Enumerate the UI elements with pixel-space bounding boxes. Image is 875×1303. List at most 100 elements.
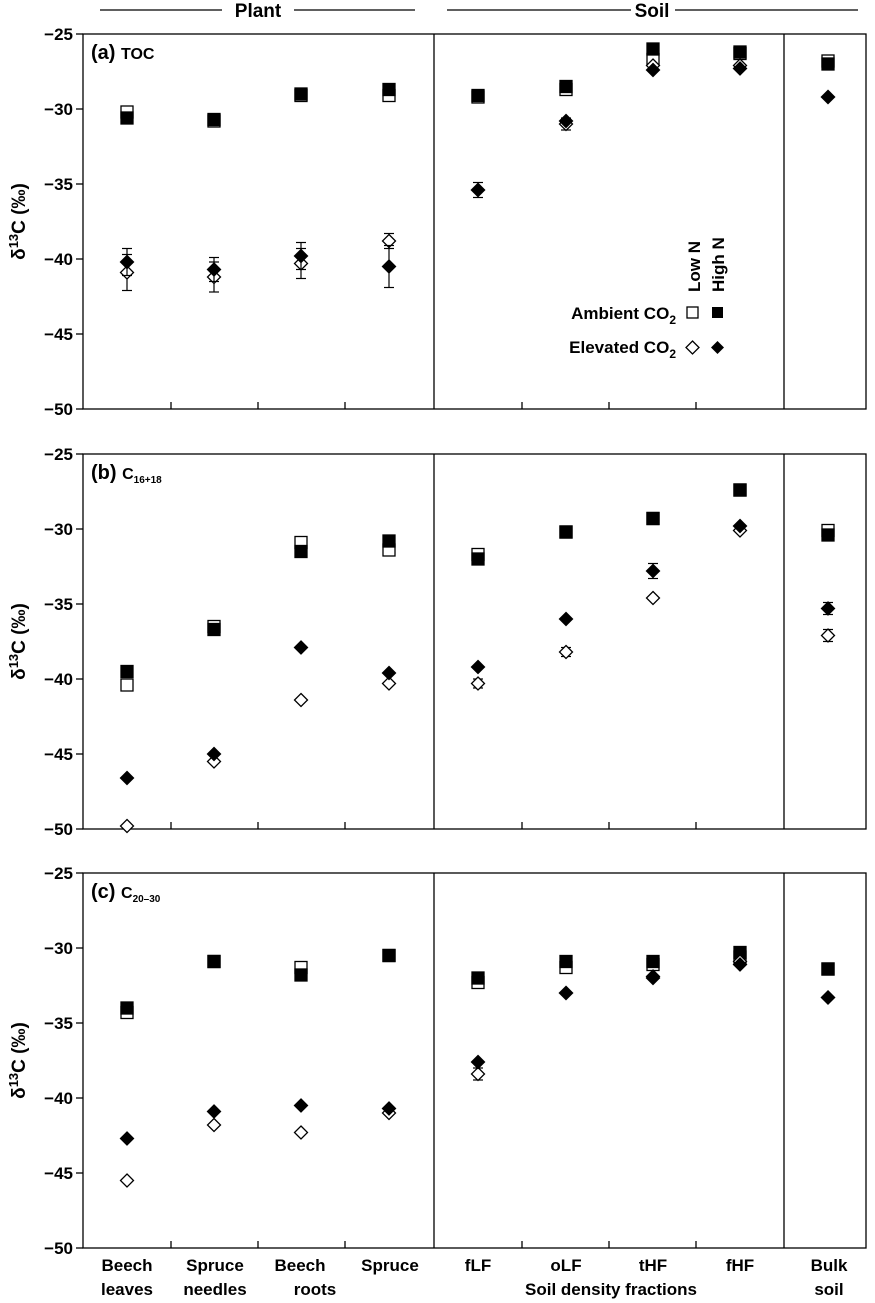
- y-tick-label: −25: [44, 864, 73, 883]
- filled-diamond-point: [732, 518, 748, 534]
- filled-diamond-point: [820, 89, 836, 105]
- open-diamond-point: [558, 644, 574, 660]
- y-tick-label: −45: [44, 1164, 73, 1183]
- y-tick-label: −35: [44, 595, 73, 614]
- filled-square-point: [120, 664, 134, 679]
- legend-col-high-n: High N: [709, 237, 728, 292]
- filled-diamond-point: [470, 182, 486, 198]
- legend: Low N High N Ambient CO2 Elevated CO2: [569, 237, 728, 361]
- x-label-soil-density-fractions: Soil density fractions: [525, 1280, 697, 1299]
- filled-square-point: [382, 534, 396, 548]
- open-diamond-point: [293, 692, 309, 708]
- filled-diamond-point: [381, 1101, 397, 1116]
- filled-diamond-point: [206, 262, 222, 277]
- panel-a: −25 −30 −35 −40 −45 −50 δ13C (‰) (a) TOC: [6, 25, 867, 419]
- y-tick-label: −50: [44, 1239, 73, 1258]
- filled-diamond-point: [732, 957, 748, 972]
- y-tick-label: −35: [44, 175, 73, 194]
- legend-filled-diamond-marker: [711, 341, 724, 354]
- open-diamond-point: [206, 1117, 222, 1133]
- filled-diamond-point: [119, 1131, 135, 1146]
- filled-square-point: [646, 42, 660, 56]
- filled-square-point: [821, 57, 835, 71]
- filled-square-point: [207, 954, 221, 969]
- filled-diamond-point: [820, 990, 836, 1005]
- filled-square-point: [733, 483, 747, 497]
- filled-square-point: [821, 528, 835, 542]
- filled-square-point: [559, 79, 573, 94]
- open-diamond-point: [381, 676, 397, 691]
- filled-diamond-point: [645, 62, 661, 78]
- y-tick-label: −40: [44, 670, 73, 689]
- open-diamond-point: [206, 754, 222, 769]
- filled-diamond-point: [820, 601, 836, 616]
- panel-frame: [82, 453, 867, 830]
- open-diamond-point: [119, 1173, 135, 1188]
- panel-label: (c) C20–30: [91, 881, 161, 905]
- y-tick-label: −30: [44, 100, 73, 119]
- legend-ambient-label: Ambient CO2: [571, 304, 676, 327]
- soil-header-label: Soil: [635, 1, 670, 22]
- filled-square-point: [646, 511, 660, 526]
- filled-diamond-point: [119, 254, 135, 270]
- y-tick-label: −40: [44, 250, 73, 269]
- x-label-beech-leaves: Beech leaves: [101, 1256, 153, 1299]
- filled-diamond-point: [206, 746, 222, 762]
- legend-filled-square-marker: [712, 307, 723, 318]
- filled-diamond-point: [645, 970, 661, 986]
- legend-col-low-n: Low N: [685, 241, 704, 292]
- filled-square-point: [294, 87, 308, 101]
- filled-square-point: [471, 971, 485, 985]
- filled-square-point: [382, 82, 396, 97]
- y-tick-label: −50: [44, 400, 73, 419]
- y-axis-title: δ13C (‰): [6, 603, 30, 680]
- filled-square-point: [559, 954, 573, 969]
- filled-diamond-point: [558, 113, 574, 129]
- filled-square-point: [471, 88, 485, 103]
- x-label-flf: fLF: [465, 1256, 491, 1275]
- y-tick-label: −40: [44, 1089, 73, 1108]
- panel-label: (a) TOC: [91, 42, 155, 64]
- y-tick-label: −25: [44, 445, 73, 464]
- x-label-beech-roots: Beech roots: [274, 1256, 336, 1299]
- filled-square-point: [646, 954, 660, 969]
- open-diamond-point: [645, 590, 661, 606]
- x-axis-labels: Beech leaves Spruce needles Beech roots Spr…: [101, 1256, 848, 1299]
- open-diamond-point: [119, 818, 135, 834]
- filled-diamond-point: [206, 1104, 222, 1119]
- filled-square-point: [733, 45, 747, 59]
- filled-diamond-point: [293, 1098, 309, 1113]
- filled-diamond-point: [381, 259, 397, 274]
- panel-frame: [82, 33, 867, 410]
- filled-diamond-point: [119, 770, 135, 786]
- legend-open-square-marker: [686, 306, 699, 319]
- panel-c: −25 −30 −35 −40 −45 −50 δ13C (‰) (c) C20–30: [6, 864, 867, 1258]
- plant-header-label: Plant: [235, 1, 282, 22]
- y-axis-title: δ13C (‰): [6, 183, 30, 260]
- open-diamond-point: [470, 1066, 486, 1082]
- legend-open-diamond-marker: [685, 340, 700, 355]
- x-label-spruce: Spruce: [361, 1256, 419, 1275]
- filled-square-point: [120, 1001, 134, 1015]
- panel-b: −25 −30 −35 −40 −45 −50 δ13C (‰) (b) C16+18: [6, 445, 867, 839]
- x-label-spruce-needles: Spruce needles: [183, 1256, 246, 1299]
- filled-square-point: [207, 622, 221, 637]
- y-tick-label: −30: [44, 939, 73, 958]
- x-label-olf: oLF: [550, 1256, 581, 1275]
- filled-diamond-point: [381, 665, 397, 681]
- y-tick-label: −45: [44, 745, 73, 764]
- panel-label: (b) C16+18: [91, 462, 162, 486]
- filled-square-point: [120, 111, 134, 125]
- filled-diamond-point: [558, 611, 574, 627]
- x-label-thf: tHF: [639, 1256, 667, 1275]
- filled-square-point: [294, 968, 308, 982]
- open-diamond-point: [293, 1125, 309, 1140]
- filled-square-point: [207, 112, 221, 127]
- y-tick-label: −45: [44, 325, 73, 344]
- x-label-bulk-soil: Bulk soil: [811, 1256, 848, 1299]
- x-label-fhf: fHF: [726, 1256, 754, 1275]
- filled-diamond-point: [732, 61, 748, 76]
- panel-frame: [82, 872, 867, 1249]
- y-tick-label: −30: [44, 520, 73, 539]
